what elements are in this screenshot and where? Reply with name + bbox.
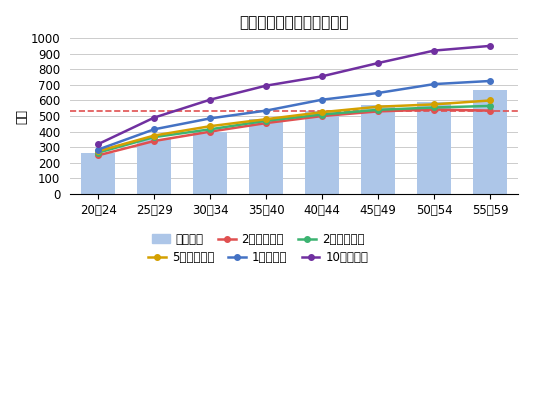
5千万円以上: [263, 117, 269, 122]
10億円以上: [431, 48, 437, 53]
10億円以上: [319, 74, 325, 79]
2千万円未満: [263, 120, 269, 125]
2千万円以上: [207, 127, 213, 132]
1億円以上: [431, 82, 437, 87]
5千万円以上: [151, 133, 157, 138]
2千万円未満: [319, 114, 325, 118]
Line: 10億円以上: 10億円以上: [95, 43, 493, 147]
Bar: [82, 154, 115, 194]
2千万円未満: [375, 109, 381, 114]
1億円以上: [151, 127, 157, 132]
10億円以上: [263, 83, 269, 88]
1億円以上: [319, 97, 325, 102]
2千万円未満: [431, 107, 437, 112]
Bar: [138, 139, 171, 194]
Bar: [361, 105, 395, 194]
2千万円未満: [95, 153, 101, 158]
10億円以上: [207, 97, 213, 102]
2千万円以上: [431, 105, 437, 110]
1億円以上: [487, 79, 493, 83]
1億円以上: [375, 91, 381, 96]
2千万円以上: [263, 118, 269, 123]
Line: 2千万円未満: 2千万円未満: [95, 107, 493, 158]
Line: 2千万円以上: 2千万円以上: [95, 103, 493, 156]
1億円以上: [207, 116, 213, 121]
2千万円未満: [487, 108, 493, 113]
5千万円以上: [207, 124, 213, 129]
2千万円未満: [207, 129, 213, 134]
2千万円以上: [375, 108, 381, 112]
Line: 5千万円以上: 5千万円以上: [95, 98, 493, 154]
2千万円以上: [151, 135, 157, 139]
Bar: [417, 102, 451, 194]
2千万円以上: [95, 150, 101, 155]
Bar: [305, 111, 339, 194]
Text: sincerité: sincerité: [405, 366, 480, 380]
2千万円以上: [487, 104, 493, 108]
Bar: [249, 119, 283, 194]
10億円以上: [95, 142, 101, 147]
5千万円以上: [95, 149, 101, 154]
Text: AOYAMA: AOYAMA: [428, 385, 457, 391]
Legend: 5千万円以上, 1億円以上, 10億円以上: 5千万円以上, 1億円以上, 10億円以上: [143, 247, 373, 269]
10億円以上: [375, 60, 381, 65]
1億円以上: [95, 147, 101, 152]
Bar: [193, 132, 227, 194]
5千万円以上: [375, 104, 381, 109]
5千万円以上: [431, 102, 437, 107]
5千万円以上: [487, 98, 493, 103]
Y-axis label: 万円: 万円: [15, 108, 28, 124]
Title: 資本金別平均年収（男性）: 資本金別平均年収（男性）: [239, 15, 349, 30]
10億円以上: [487, 44, 493, 48]
2千万円以上: [319, 112, 325, 117]
5千万円以上: [319, 110, 325, 114]
2千万円未満: [151, 139, 157, 143]
1億円以上: [263, 108, 269, 113]
Line: 1億円以上: 1億円以上: [95, 78, 493, 152]
Bar: [473, 89, 507, 194]
10億円以上: [151, 115, 157, 120]
